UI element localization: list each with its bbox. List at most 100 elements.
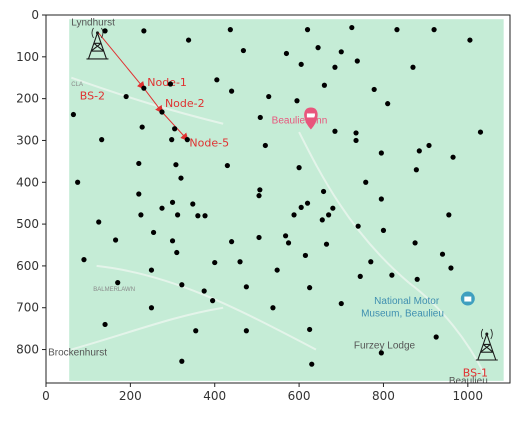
sensor-point	[338, 300, 344, 307]
sensor-point	[136, 160, 142, 167]
sensor-point	[102, 28, 108, 34]
sensor-point	[433, 334, 439, 340]
sensor-point	[190, 201, 196, 207]
map-road	[71, 306, 224, 351]
tower-top	[485, 332, 489, 336]
sensor-point	[148, 267, 155, 273]
sensor-point	[326, 212, 332, 218]
sensor-point	[294, 98, 300, 104]
sensor-point	[450, 154, 456, 160]
sensor-point	[349, 24, 355, 31]
y-tick-label: 500	[16, 217, 39, 231]
map-label: Beaulieu Inn	[272, 116, 328, 127]
sensor-point	[169, 137, 175, 143]
map-label: Beaulieu	[449, 376, 488, 387]
sensor-point	[291, 212, 297, 218]
map-label: Lyndhurst	[71, 17, 115, 28]
sensor-point	[257, 114, 263, 121]
base-station-tower-icon	[86, 27, 109, 60]
sensor-point	[353, 137, 359, 144]
route-node-label: Node-1	[147, 76, 187, 89]
base-stations: BS-2 BS-1	[80, 27, 498, 380]
route-node-point	[159, 109, 165, 115]
y-tick-label: 700	[16, 301, 39, 315]
sensor-point	[256, 234, 262, 241]
sensor-point	[169, 199, 176, 205]
sensor-point	[389, 272, 395, 278]
sensor-point	[309, 361, 315, 367]
map-background: Lyndhurst CLA Beaulieu Inn BALMERLAWN Nation…	[48, 17, 504, 387]
map-label: Furzey Lodge	[354, 341, 416, 352]
x-tick-label: 0	[42, 389, 50, 403]
sensor-point	[412, 240, 418, 246]
sensor-point	[270, 305, 276, 311]
route-segment	[161, 111, 189, 142]
y-tick-label: 100	[16, 50, 39, 64]
map-label: BALMERLAWN	[93, 287, 135, 293]
route-path: Node-1 Node-2 Node-5	[97, 31, 229, 150]
base-station-label: BS-1	[463, 367, 488, 380]
sensor-point	[320, 188, 327, 195]
map-road	[298, 131, 410, 284]
sensor-point	[167, 81, 174, 87]
sensor-point	[141, 28, 147, 34]
sensor-point	[262, 142, 268, 149]
x-tick-label: 200	[119, 389, 142, 403]
axes: 0 200 400 600 800 1000 0 100 200 300 400 500 600 700 8…	[16, 8, 483, 403]
sensor-point	[354, 58, 360, 64]
map-label: National Motor	[374, 296, 440, 307]
sensor-point	[282, 233, 289, 239]
sensor-point	[296, 165, 302, 171]
map-label: Brockenhurst	[48, 348, 107, 359]
base-station-label: BS-2	[80, 89, 105, 102]
sensor-point	[202, 213, 208, 219]
sensor-point	[414, 276, 420, 282]
sensor-point	[368, 259, 374, 265]
x-tick-label: 600	[288, 389, 311, 403]
sensor-point	[304, 27, 311, 33]
tower-signal-left	[91, 27, 94, 39]
sensor-point	[136, 191, 142, 197]
map-road	[408, 281, 486, 376]
sensor-point	[302, 252, 309, 259]
sensor-point	[115, 280, 121, 286]
sensor-point	[431, 27, 437, 33]
sensor-point	[321, 82, 327, 88]
sensor-point	[353, 130, 359, 136]
sensor-point	[81, 257, 87, 263]
y-tick-label: 0	[31, 8, 39, 22]
sensor-point	[323, 241, 330, 247]
plot-frame	[45, 14, 511, 384]
sensor-point	[319, 217, 325, 223]
sensor-point	[179, 358, 185, 364]
sensor-point	[274, 267, 280, 273]
sensor-point	[201, 288, 207, 294]
sensor-point	[150, 229, 157, 236]
sensor-point	[229, 88, 235, 94]
sensor-point	[307, 285, 313, 291]
sensor-point	[283, 50, 290, 57]
sensor-point	[257, 187, 263, 193]
sensor-points	[70, 24, 484, 367]
sensor-point	[330, 205, 336, 211]
sensor-point	[378, 196, 384, 202]
sensor-point	[172, 126, 178, 132]
sensor-point	[240, 47, 247, 54]
y-tick-label: 600	[16, 259, 39, 273]
sensor-point	[378, 350, 384, 356]
route-node-label: Node-5	[189, 137, 229, 150]
sensor-point	[173, 162, 179, 168]
sensor-point	[99, 137, 105, 143]
sensor-point	[410, 64, 416, 70]
sensor-point	[426, 142, 432, 149]
sensor-point	[243, 284, 249, 290]
route-node-point	[141, 85, 147, 91]
route-node-point	[184, 137, 190, 143]
tower-frame	[475, 333, 498, 361]
sensor-point	[139, 124, 145, 130]
sensor-point	[439, 251, 446, 257]
y-tick-label: 400	[16, 175, 39, 189]
tower-signal-right	[101, 27, 104, 39]
y-tick-label: 800	[16, 343, 39, 357]
